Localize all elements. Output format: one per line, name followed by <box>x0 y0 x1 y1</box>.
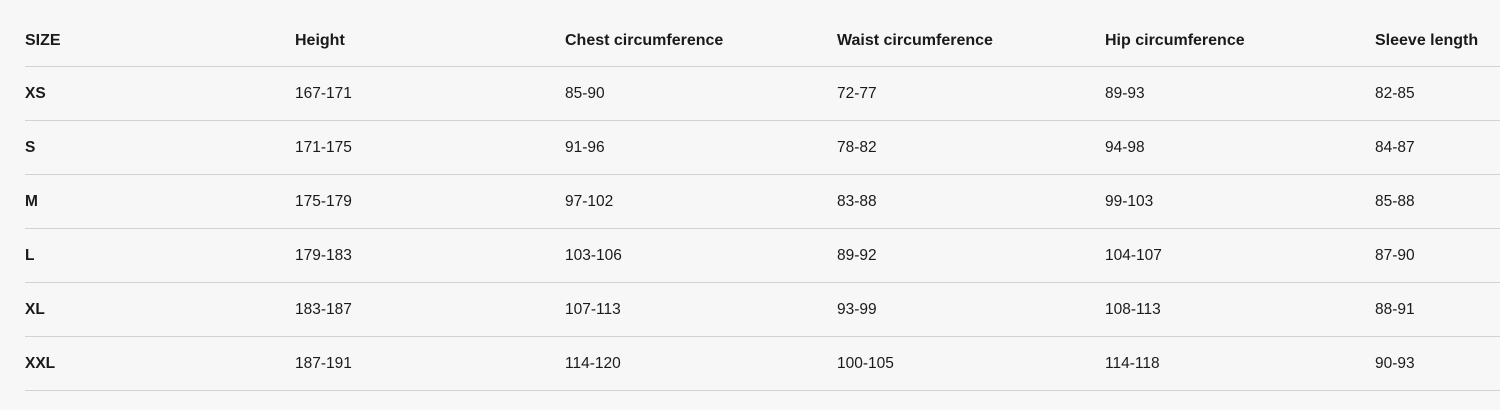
height-cell: 171-175 <box>295 120 565 175</box>
hip-cell: 104-107 <box>1105 228 1375 283</box>
hip-cell: 99-103 <box>1105 174 1375 229</box>
height-cell: 179-183 <box>295 228 565 283</box>
size-cell: M <box>25 174 295 229</box>
height-cell: 167-171 <box>295 66 565 121</box>
table-row-m: M 175-179 97-102 83-88 99-103 85-88 <box>25 174 1500 229</box>
column-header-sleeve: Sleeve length <box>1375 0 1500 67</box>
table-row-xs: XS 167-171 85-90 72-77 89-93 82-85 <box>25 66 1500 121</box>
chest-cell: 103-106 <box>565 228 837 283</box>
height-cell: 175-179 <box>295 174 565 229</box>
column-header-height: Height <box>295 0 565 67</box>
hip-cell: 94-98 <box>1105 120 1375 175</box>
sleeve-cell: 82-85 <box>1375 66 1500 121</box>
column-header-chest: Chest circumference <box>565 0 837 67</box>
waist-cell: 89-92 <box>837 228 1105 283</box>
size-cell: XXL <box>25 336 295 391</box>
table-row-s: S 171-175 91-96 78-82 94-98 84-87 <box>25 120 1500 175</box>
chest-cell: 114-120 <box>565 336 837 391</box>
waist-cell: 72-77 <box>837 66 1105 121</box>
chest-cell: 91-96 <box>565 120 837 175</box>
sleeve-cell: 88-91 <box>1375 282 1500 337</box>
size-chart-table: SIZE Height Chest circumference Waist ci… <box>25 0 1500 391</box>
chest-cell: 85-90 <box>565 66 837 121</box>
sleeve-cell: 84-87 <box>1375 120 1500 175</box>
size-cell: XL <box>25 282 295 337</box>
waist-cell: 83-88 <box>837 174 1105 229</box>
column-header-size: SIZE <box>25 0 295 67</box>
header-row: SIZE Height Chest circumference Waist ci… <box>25 0 1500 67</box>
size-cell: XS <box>25 66 295 121</box>
sleeve-cell: 87-90 <box>1375 228 1500 283</box>
chest-cell: 97-102 <box>565 174 837 229</box>
hip-cell: 114-118 <box>1105 336 1375 391</box>
size-cell: L <box>25 228 295 283</box>
column-header-waist: Waist circumference <box>837 0 1105 67</box>
height-cell: 187-191 <box>295 336 565 391</box>
waist-cell: 93-99 <box>837 282 1105 337</box>
waist-cell: 100-105 <box>837 336 1105 391</box>
sleeve-cell: 90-93 <box>1375 336 1500 391</box>
size-cell: S <box>25 120 295 175</box>
hip-cell: 89-93 <box>1105 66 1375 121</box>
table-row-xxl: XXL 187-191 114-120 100-105 114-118 90-9… <box>25 336 1500 391</box>
table-row-l: L 179-183 103-106 89-92 104-107 87-90 <box>25 228 1500 283</box>
chest-cell: 107-113 <box>565 282 837 337</box>
height-cell: 183-187 <box>295 282 565 337</box>
table-row-xl: XL 183-187 107-113 93-99 108-113 88-91 <box>25 282 1500 337</box>
column-header-hip: Hip circumference <box>1105 0 1375 67</box>
hip-cell: 108-113 <box>1105 282 1375 337</box>
sleeve-cell: 85-88 <box>1375 174 1500 229</box>
waist-cell: 78-82 <box>837 120 1105 175</box>
